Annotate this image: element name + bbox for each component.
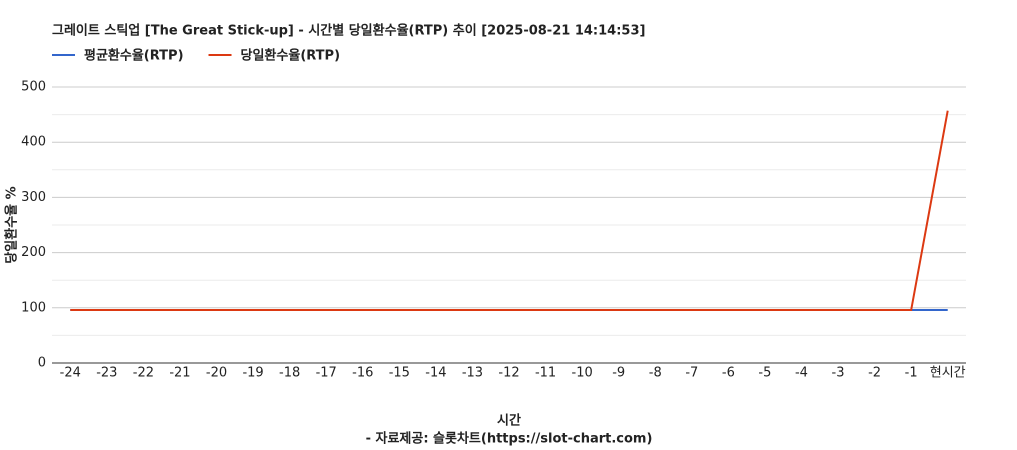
x-tick-label: -5 [758,366,771,381]
y-tick-label: 0 [38,356,46,371]
x-axis-label: 시간 [497,413,521,429]
x-tick-label: -13 [462,366,483,381]
x-tick-label: -22 [133,366,154,381]
x-tick-label: -20 [206,366,227,381]
y-axis-label: 당일환수율 % [4,186,20,263]
x-tick-label: -8 [649,366,662,381]
x-tick-label: -17 [316,366,337,381]
x-tick-label: -3 [832,366,845,381]
x-tick-label: -1 [905,366,918,381]
x-tick-label: -21 [169,366,190,381]
y-tick-label: 200 [21,245,46,260]
x-tick-label: -19 [242,366,263,381]
series-line [70,110,949,312]
chart-title: 그레이트 스틱업 [The Great Stick-up] - 시간별 당일환수… [52,23,645,39]
x-axis-sublabel: - 자료제공: 슬롯차트(https://slot-chart.com) [366,431,653,447]
x-tick-label: 현시간 [930,366,966,381]
legend-label: 평균환수율(RTP) [84,48,184,64]
legend-label: 당일환수율(RTP) [241,48,341,64]
x-tick-label: -9 [612,366,625,381]
x-tick-label: -15 [389,366,410,381]
x-tick-label: -7 [685,366,698,381]
x-tick-label: -14 [425,366,446,381]
x-tick-label: -12 [498,366,519,381]
y-tick-label: 400 [21,135,46,150]
y-tick-label: 300 [21,190,46,205]
y-tick-label: 500 [21,80,46,95]
x-tick-label: -18 [279,366,300,381]
x-tick-label: -16 [352,366,373,381]
x-tick-label: -4 [795,366,808,381]
x-tick-label: -11 [535,366,556,381]
x-tick-label: -23 [96,366,117,381]
x-tick-label: -10 [572,366,593,381]
x-tick-label: -6 [722,366,735,381]
y-tick-label: 100 [21,300,46,315]
x-tick-label: -2 [868,366,881,381]
x-tick-label: -24 [60,366,81,381]
